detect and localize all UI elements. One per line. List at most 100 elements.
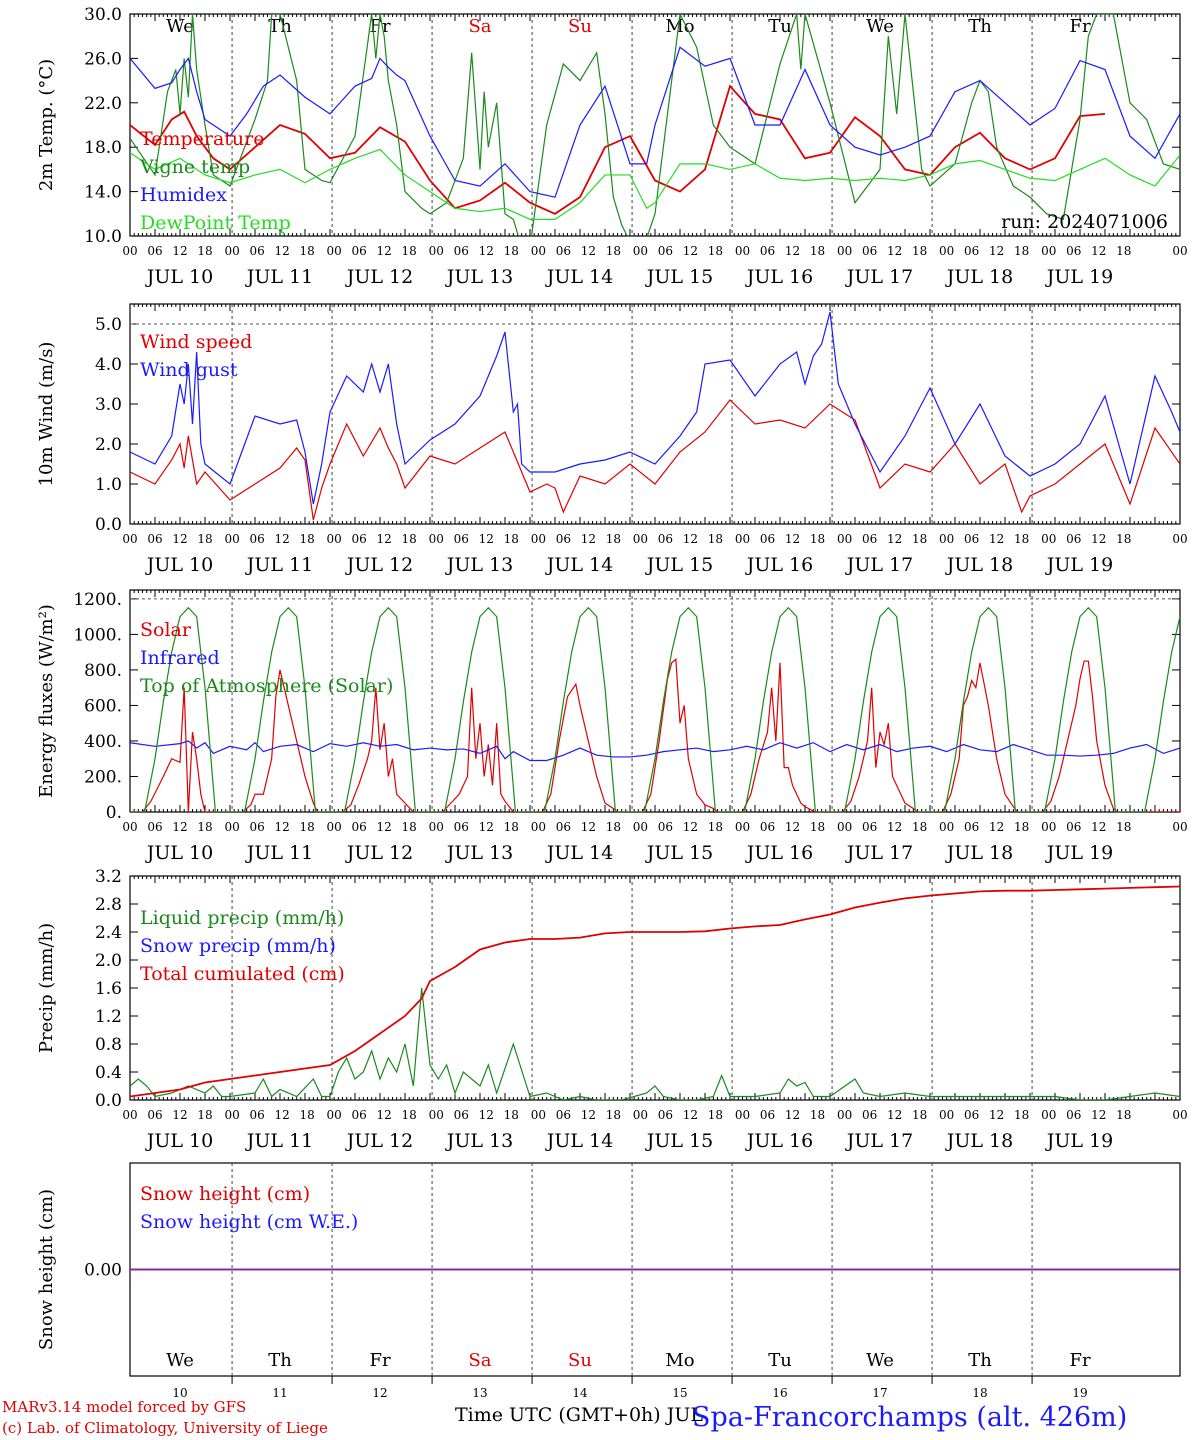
series-line-dewpoint-temp <box>130 148 1180 220</box>
date-label: JUL 16 <box>745 1130 813 1152</box>
day-name-label: We <box>866 1350 894 1371</box>
x-tick-label: 06 <box>862 532 877 546</box>
x-tick-label: 00 <box>327 1108 342 1122</box>
x-tick-label: 18 <box>606 532 621 546</box>
y-tick-label: 18.0 <box>84 138 122 158</box>
x-tick-label: 12 <box>785 244 800 258</box>
x-tick-label: 00 <box>735 1108 750 1122</box>
legend-entry: DewPoint Temp <box>140 212 291 234</box>
x-tick-label: 00 <box>429 532 444 546</box>
model-credit: MARv3.14 model forced by GFS <box>2 1398 247 1416</box>
day-name-label: Tu <box>768 16 792 37</box>
x-tick-label: 06 <box>556 532 571 546</box>
x-tick-label: 00 <box>122 244 137 258</box>
x-tick-label: 06 <box>760 244 775 258</box>
day-name-label: Sa <box>468 1350 491 1371</box>
x-tick-label: 18 <box>299 244 314 258</box>
legend-entry: Solar <box>140 619 192 641</box>
x-tick-label: 06 <box>249 244 264 258</box>
date-label: JUL 14 <box>545 554 613 576</box>
day-number-label: 10 <box>172 1386 187 1400</box>
day-name-label: Th <box>268 16 292 37</box>
x-tick-label: 00 <box>531 820 546 834</box>
x-tick-label: 12 <box>479 244 494 258</box>
x-tick-label: 06 <box>147 244 162 258</box>
x-tick-label: 12 <box>377 244 392 258</box>
x-tick-label: 12 <box>172 1108 187 1122</box>
x-tick-label: 18 <box>1014 532 1029 546</box>
date-label: JUL 11 <box>245 554 313 576</box>
y-tick-label: 600. <box>84 696 122 716</box>
x-tick-label: 18 <box>1014 1108 1029 1122</box>
day-number-label: 13 <box>472 1386 487 1400</box>
date-label: JUL 10 <box>145 842 213 864</box>
date-label: JUL 18 <box>945 266 1013 288</box>
day-number-label: 19 <box>1072 1386 1087 1400</box>
y-tick-label: 800. <box>84 661 122 681</box>
date-label: JUL 11 <box>245 266 313 288</box>
x-tick-label: 06 <box>760 820 775 834</box>
x-tick-label: 18 <box>299 1108 314 1122</box>
x-tick-label: 06 <box>1066 820 1081 834</box>
x-tick-label: 18 <box>402 1108 417 1122</box>
x-tick-label: 18 <box>197 820 212 834</box>
date-label: JUL 15 <box>645 1130 713 1152</box>
x-tick-label: 18 <box>810 820 825 834</box>
x-tick-label: 12 <box>785 1108 800 1122</box>
x-tick-label: 12 <box>274 532 289 546</box>
series-line-liquid-precip-mm-h- <box>130 987 1180 1100</box>
legend-entry: Snow height (cm) <box>140 1183 310 1205</box>
series-line-top-of-atmosphere-solar- <box>130 606 1180 812</box>
x-tick-label: 06 <box>352 532 367 546</box>
legend-entry: Wind speed <box>140 331 252 353</box>
x-tick-label: 12 <box>683 244 698 258</box>
x-tick-label: 18 <box>810 532 825 546</box>
x-tick-label: 00 <box>327 820 342 834</box>
day-name-label: Su <box>568 16 592 37</box>
x-tick-label: 18 <box>912 1108 927 1122</box>
x-tick-label: 00 <box>327 244 342 258</box>
x-tick-label: 12 <box>377 820 392 834</box>
x-tick-label: 18 <box>606 820 621 834</box>
x-tick-label: 06 <box>658 820 673 834</box>
x-tick-label: 06 <box>658 244 673 258</box>
x-tick-label: 06 <box>556 1108 571 1122</box>
x-tick-label: 00 <box>531 1108 546 1122</box>
x-tick-label: 00 <box>633 820 648 834</box>
x-tick-label: 18 <box>912 820 927 834</box>
x-tick-label: 00 <box>429 1108 444 1122</box>
date-label: JUL 16 <box>745 842 813 864</box>
x-tick-label: 12 <box>683 532 698 546</box>
day-name-label: We <box>166 1350 194 1371</box>
x-tick-label: 18 <box>504 1108 519 1122</box>
date-label: JUL 12 <box>345 842 413 864</box>
y-tick-label: 22.0 <box>84 94 122 114</box>
x-tick-label: 06 <box>556 820 571 834</box>
x-tick-label: 00 <box>122 532 137 546</box>
series-line-solar <box>130 658 1180 812</box>
y-tick-label: 10.0 <box>84 227 122 247</box>
x-tick-label: 06 <box>556 244 571 258</box>
x-tick-label: 12 <box>1091 820 1106 834</box>
y-tick-label: 1200. <box>73 590 122 610</box>
x-tick-label: 12 <box>581 820 596 834</box>
x-tick-label: 18 <box>402 244 417 258</box>
x-tick-label: 12 <box>683 820 698 834</box>
x-tick-label: 06 <box>249 820 264 834</box>
x-tick-label: 06 <box>964 244 979 258</box>
x-tick-label: 18 <box>606 244 621 258</box>
legend-entry: Temperature <box>140 128 264 150</box>
x-tick-label: 18 <box>708 244 723 258</box>
day-name-label: Th <box>268 1350 292 1371</box>
x-tick-label: 12 <box>581 1108 596 1122</box>
day-number-label: 11 <box>272 1386 287 1400</box>
x-tick-label: 18 <box>504 532 519 546</box>
date-label: JUL 18 <box>945 554 1013 576</box>
x-tick-label: 12 <box>989 532 1004 546</box>
day-name-label: Mo <box>665 1350 694 1371</box>
series-line-vigne-temp <box>130 14 1180 236</box>
legend-entry: Vigne temp <box>139 156 250 178</box>
x-tick-label: 12 <box>274 820 289 834</box>
x-tick-label: 00 <box>735 532 750 546</box>
x-tick-label: 18 <box>197 532 212 546</box>
